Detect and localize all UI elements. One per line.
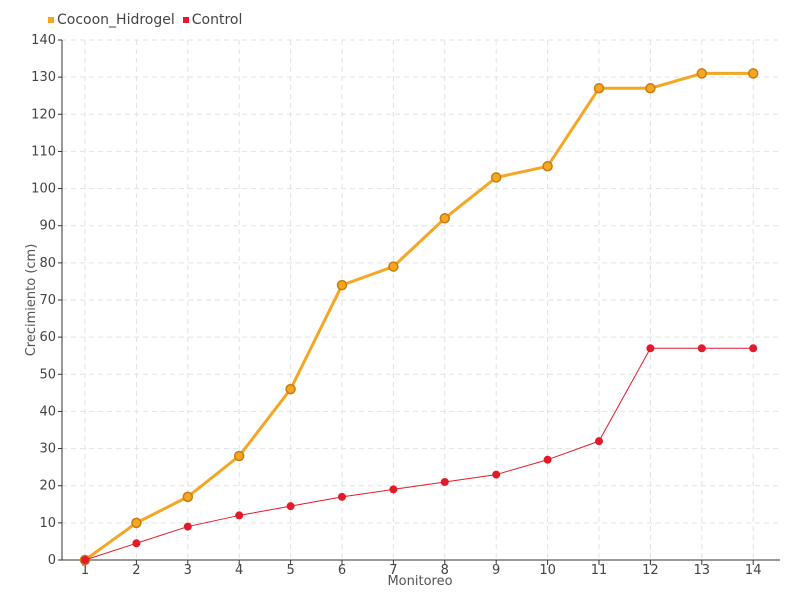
y-tick-label: 90 bbox=[39, 219, 56, 234]
data-point-control bbox=[81, 556, 89, 564]
series-group bbox=[79, 68, 759, 566]
x-tick-label: 2 bbox=[132, 563, 140, 578]
x-tick-label: 12 bbox=[642, 563, 659, 578]
data-point-control bbox=[183, 522, 192, 531]
x-tick-label: 1 bbox=[81, 563, 89, 578]
legend-swatch-cocoon bbox=[48, 17, 54, 23]
data-point-control bbox=[132, 539, 141, 548]
x-tick-label: 7 bbox=[389, 563, 397, 578]
data-point-cocoon bbox=[182, 491, 194, 503]
x-axis-ticks: 1 2 3 4 5 6 7 8 9 10 11 12 13 14 bbox=[81, 560, 762, 578]
legend-label-cocoon: Cocoon_Hidrogel bbox=[57, 12, 175, 28]
data-point-cocoon bbox=[593, 83, 605, 94]
x-tick-label: 9 bbox=[492, 563, 500, 578]
data-point-control bbox=[338, 492, 346, 501]
y-tick-label: 60 bbox=[39, 330, 56, 345]
legend-item-cocoon[interactable]: Cocoon_Hidrogel bbox=[48, 12, 175, 28]
x-tick-label: 11 bbox=[591, 563, 608, 578]
x-tick-label: 5 bbox=[286, 563, 294, 578]
data-point-control bbox=[492, 470, 501, 479]
grid-lines bbox=[62, 39, 780, 560]
y-tick-label: 140 bbox=[31, 33, 56, 48]
x-tick-label: 14 bbox=[745, 563, 762, 578]
x-tick-label: 6 bbox=[338, 563, 346, 578]
data-point-cocoon bbox=[542, 161, 553, 172]
y-tick-label: 40 bbox=[39, 404, 56, 419]
data-point-control bbox=[697, 344, 706, 353]
x-tick-label: 3 bbox=[184, 563, 192, 578]
data-point-cocoon bbox=[388, 261, 399, 272]
data-point-cocoon bbox=[233, 450, 245, 462]
series-line-control bbox=[84, 347, 754, 561]
y-axis-title: Crecimiento (cm) bbox=[24, 244, 39, 357]
y-tick-label: 100 bbox=[31, 182, 56, 197]
y-tick-label: 20 bbox=[39, 479, 56, 494]
y-tick-label: 110 bbox=[31, 144, 56, 159]
x-tick-label: 8 bbox=[441, 563, 449, 578]
data-point-cocoon bbox=[285, 383, 296, 395]
data-point-cocoon bbox=[336, 279, 348, 291]
axes bbox=[61, 40, 780, 561]
y-tick-label: 130 bbox=[31, 70, 56, 85]
y-tick-label: 30 bbox=[39, 442, 56, 457]
data-point-cocoon bbox=[131, 517, 142, 529]
y-tick-label: 50 bbox=[39, 367, 56, 382]
y-tick-label: 10 bbox=[39, 516, 56, 531]
x-axis-title: Monitoreo bbox=[387, 574, 452, 589]
data-point-cocoon bbox=[645, 83, 656, 94]
series-line-cocoon bbox=[84, 71, 754, 562]
data-point-cocoon bbox=[439, 213, 451, 224]
y-tick-label: 70 bbox=[39, 293, 56, 308]
x-tick-label: 10 bbox=[539, 563, 556, 578]
data-point-control bbox=[543, 455, 552, 464]
data-point-cocoon bbox=[490, 172, 502, 183]
x-tick-label: 4 bbox=[235, 563, 243, 578]
data-point-cocoon bbox=[696, 68, 708, 79]
y-tick-label: 80 bbox=[39, 256, 56, 271]
y-tick-label: 0 bbox=[48, 553, 56, 568]
y-axis-ticks: 0 10 20 30 40 50 60 70 80 90 100 110 120 130 140 bbox=[31, 33, 62, 568]
data-point-cocoon bbox=[747, 68, 759, 79]
legend-swatch-control bbox=[182, 17, 189, 23]
data-point-control bbox=[389, 485, 398, 494]
data-point-control bbox=[286, 502, 295, 511]
legend-item-control[interactable]: Control bbox=[182, 12, 243, 28]
data-point-control bbox=[749, 344, 758, 353]
data-point-control bbox=[235, 511, 244, 520]
y-tick-label: 120 bbox=[31, 107, 56, 122]
chart-legend: Cocoon_Hidrogel Control bbox=[48, 12, 242, 28]
data-point-control bbox=[646, 344, 655, 353]
x-tick-label: 13 bbox=[694, 563, 711, 578]
data-point-control bbox=[440, 478, 449, 486]
data-point-control bbox=[595, 437, 603, 446]
legend-label-control: Control bbox=[191, 12, 243, 28]
